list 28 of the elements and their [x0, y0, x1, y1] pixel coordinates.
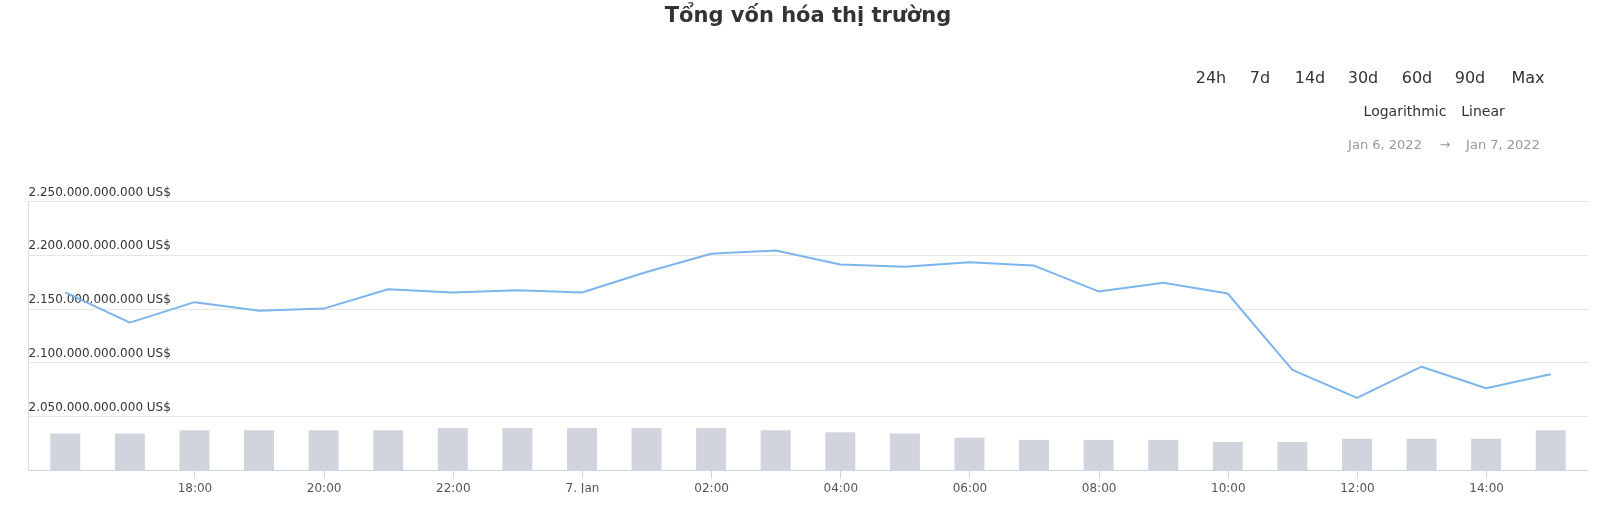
text: Jan 6, 2022 [1347, 137, 1422, 152]
text: Jan 7, 2022 [1465, 137, 1540, 152]
x-tick-label: 06:00 [952, 480, 988, 495]
text: 14d [1294, 68, 1326, 87]
text: Logarithmic [1363, 103, 1447, 119]
text: Linear [1461, 103, 1505, 119]
x-tick-label: 12:00 [1340, 480, 1375, 495]
x-tick-label: 22:00 [435, 480, 471, 495]
text: → [1439, 137, 1451, 152]
text: 60d [1401, 68, 1433, 87]
y-tick-label: 2.250.000.000.000 US$ [28, 184, 171, 199]
y-tick-label: 2.050.000.000.000 US$ [28, 399, 171, 414]
x-tick-label: 04:00 [823, 480, 859, 495]
chart-title: Tổng vốn hóa thị trường [664, 2, 952, 27]
text: 90d [1454, 68, 1486, 87]
x-tick-label: 14:00 [1469, 480, 1504, 495]
text: 7d [1249, 68, 1271, 87]
text: 24h [1195, 68, 1227, 87]
x-tick-label: 18:00 [177, 480, 213, 495]
y-tick-label: 2.200.000.000.000 US$ [28, 238, 171, 253]
y-tick-label: 2.100.000.000.000 US$ [28, 345, 171, 360]
x-tick-label: 02:00 [694, 480, 729, 495]
x-tick-label: 7. Jan [565, 480, 600, 495]
x-tick-label: 08:00 [1081, 480, 1117, 495]
x-tick-label: 10:00 [1210, 480, 1246, 495]
text: 30d [1347, 68, 1379, 87]
text: Max [1511, 68, 1545, 87]
x-tick-label: 20:00 [306, 480, 342, 495]
